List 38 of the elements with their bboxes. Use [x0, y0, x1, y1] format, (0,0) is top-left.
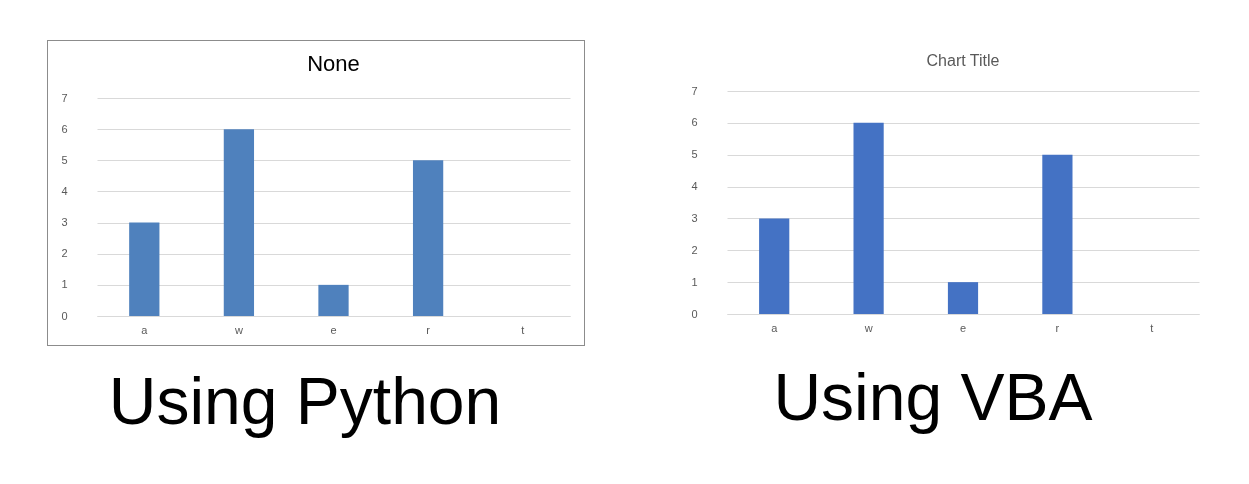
y-tick-label: 4	[61, 184, 68, 197]
y-tick-label: 2	[691, 243, 698, 256]
x-tick-label: r	[426, 323, 431, 336]
bar	[1042, 154, 1073, 314]
y-tick-label: 7	[691, 84, 698, 97]
text: Using Python	[108, 363, 502, 439]
text: Using VBA	[773, 359, 1093, 435]
x-tick-label: w	[863, 321, 873, 334]
chart-title: None	[307, 51, 360, 76]
x-tick-label: t	[1150, 321, 1154, 334]
y-tick-label: 5	[61, 153, 68, 166]
bar	[947, 282, 979, 314]
y-tick-label: 5	[691, 148, 698, 161]
bar	[412, 160, 444, 316]
bar	[223, 129, 255, 316]
y-tick-label: 2	[61, 247, 68, 260]
chart-title: Chart Title	[926, 52, 1000, 69]
y-tick-label: 1	[61, 278, 68, 291]
x-tick-label: e	[330, 323, 337, 336]
y-tick-label: 3	[61, 216, 68, 229]
y-tick-label: 1	[691, 275, 698, 288]
y-tick-label: 3	[691, 211, 698, 224]
x-tick-label: a	[771, 321, 779, 334]
y-tick-label: 6	[61, 122, 68, 135]
x-tick-label: t	[521, 323, 525, 336]
y-tick-label: 4	[691, 180, 698, 193]
bar	[759, 218, 790, 314]
bar	[129, 222, 160, 316]
y-tick-label: 0	[691, 307, 698, 320]
x-tick-label: a	[141, 323, 149, 336]
bar	[318, 284, 349, 316]
bar	[853, 122, 884, 314]
x-tick-label: w	[233, 323, 243, 336]
y-tick-label: 7	[61, 91, 68, 104]
x-tick-label: r	[1055, 321, 1060, 334]
y-tick-label: 6	[691, 116, 698, 129]
x-tick-label: e	[959, 321, 967, 334]
y-tick-label: 0	[61, 309, 68, 322]
